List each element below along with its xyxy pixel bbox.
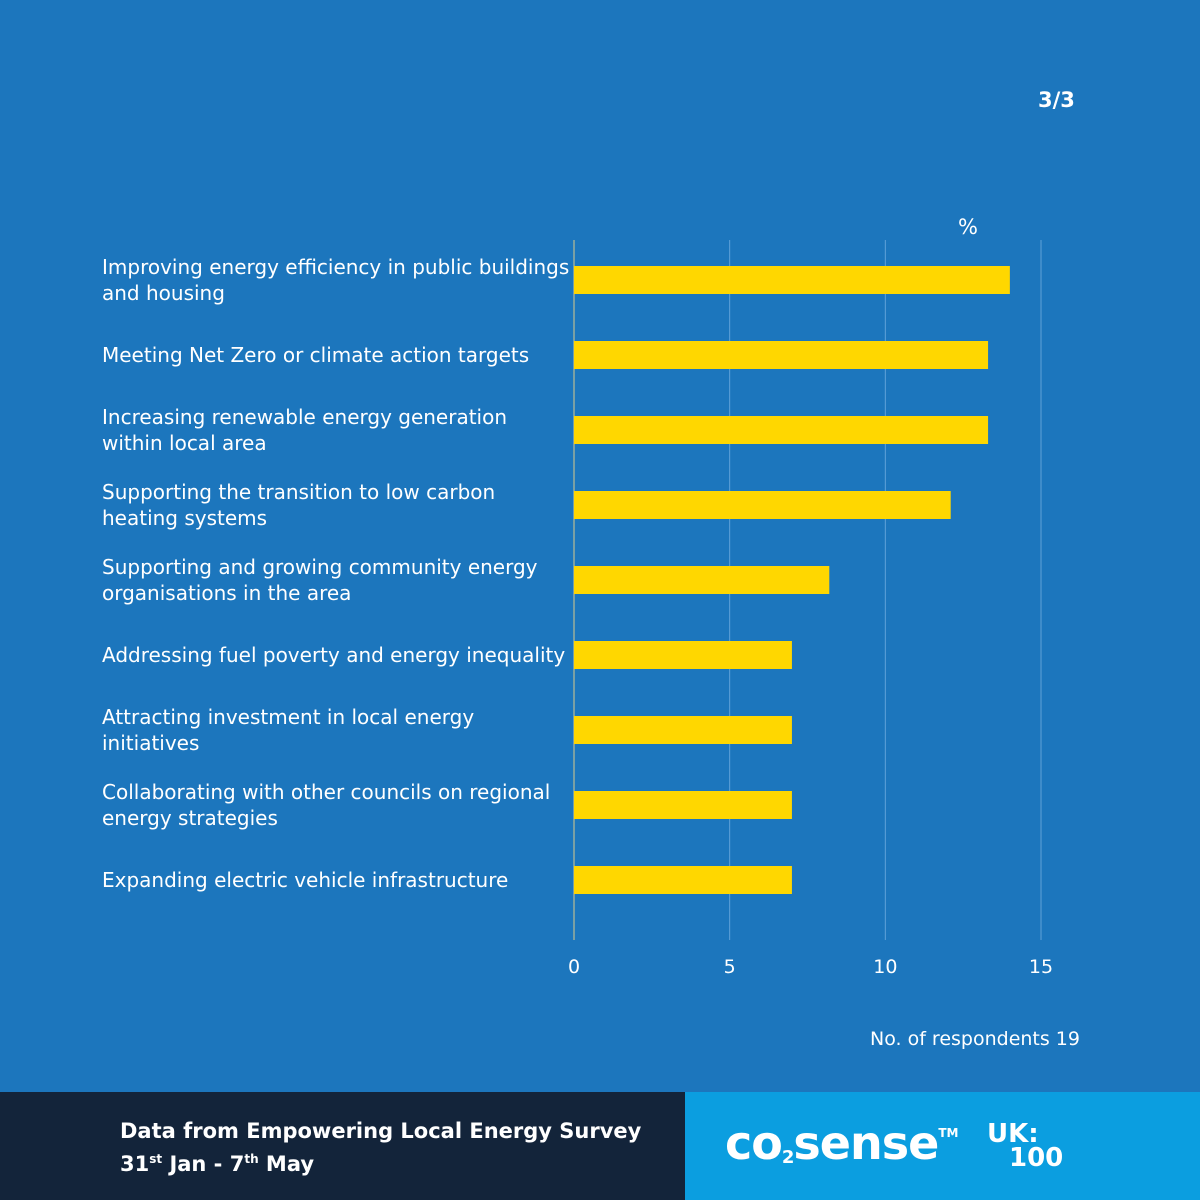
bar xyxy=(574,491,951,519)
respondents-note: No. of respondents 19 xyxy=(869,1028,1080,1050)
date-end-month: May xyxy=(265,1152,315,1176)
bar xyxy=(574,266,1010,294)
logo-uk-text: UK: xyxy=(987,1119,1039,1149)
bar xyxy=(574,791,792,819)
category-label: Addressing fuel poverty and energy inequ… xyxy=(102,643,566,667)
bar xyxy=(574,641,792,669)
footer: Data from Empowering Local Energy Survey… xyxy=(0,1092,1200,1200)
category-label: Meeting Net Zero or climate action targe… xyxy=(102,343,530,367)
unit-label: % xyxy=(958,215,978,239)
category-label: Attracting investment in local energy in… xyxy=(102,705,475,755)
logo-tm: TM xyxy=(938,1126,959,1140)
category-label: Increasing renewable energy generation w… xyxy=(102,405,508,455)
bar xyxy=(574,341,989,369)
date-start-day: 31 xyxy=(120,1152,150,1176)
date-end-suffix: th xyxy=(244,1152,259,1166)
logo-co: co xyxy=(725,1116,783,1170)
page-indicator: 3/3 xyxy=(1038,88,1075,112)
category-label: Supporting and growing community energy … xyxy=(102,555,538,605)
co2sense-logo: co2senseTM xyxy=(725,1116,958,1170)
category-label: Supporting the transition to low carbon … xyxy=(102,480,496,530)
source-dates: 31st Jan - 7th May xyxy=(120,1152,314,1176)
x-axis-ticks: 0 5 10 15 xyxy=(568,956,1053,978)
source-title: Data from Empowering Local Energy Survey xyxy=(120,1119,642,1143)
x-tick-label: 5 xyxy=(724,956,736,978)
footer-logo-panel: co2senseTM UK: 100 xyxy=(685,1092,1200,1200)
category-label: Collaborating with other councils on reg… xyxy=(102,780,551,830)
category-label: Improving energy efficiency in public bu… xyxy=(102,255,570,305)
bar xyxy=(574,416,989,444)
bar-chart: 0 5 10 15 xyxy=(568,240,1053,978)
uk100-logo: UK: 100 xyxy=(987,1120,1077,1176)
logo-sub-2: 2 xyxy=(781,1147,794,1168)
x-tick-label: 15 xyxy=(1029,956,1053,978)
footer-source-panel: Data from Empowering Local Energy Survey… xyxy=(0,1092,685,1200)
bar xyxy=(574,566,830,594)
x-tick-label: 10 xyxy=(873,956,897,978)
bars xyxy=(574,266,1010,894)
bar xyxy=(574,866,792,894)
x-tick-label: 0 xyxy=(568,956,580,978)
bar xyxy=(574,716,792,744)
logo-sense: sense xyxy=(793,1116,939,1170)
date-start-month: Jan - 7 xyxy=(169,1152,245,1176)
logo-hundred-text: 100 xyxy=(1009,1143,1064,1173)
category-label: Expanding electric vehicle infrastructur… xyxy=(102,868,509,892)
date-start-suffix: st xyxy=(149,1152,163,1166)
